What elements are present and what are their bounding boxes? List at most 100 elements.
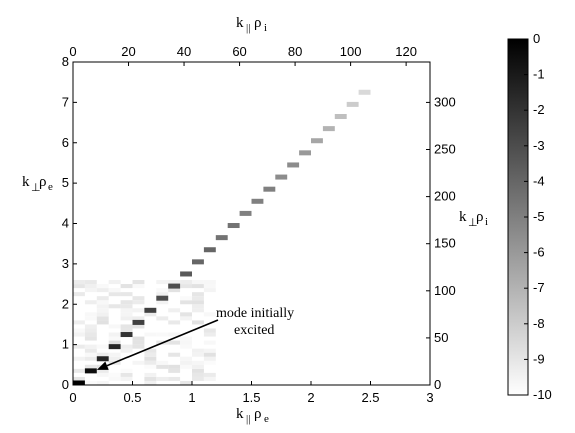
axis-ticks: 0 0.5 1 1.5 2 2.5 30 20 40 60 80 100 120012345678050… — [62, 44, 456, 405]
noise-cell — [168, 288, 181, 293]
noise-cell — [132, 324, 145, 329]
heatmap-cell — [144, 307, 157, 313]
annotation-arrowhead — [96, 361, 109, 370]
svg-text:k: k — [22, 174, 30, 190]
noise-cell — [203, 284, 216, 289]
noise-cell — [203, 328, 216, 333]
noise-cell — [192, 364, 204, 369]
noise-cell — [73, 328, 85, 333]
heatmap-cell — [334, 114, 347, 120]
noise-cell — [73, 280, 85, 285]
noise-cell — [132, 340, 145, 345]
noise-cell — [84, 312, 97, 317]
noise-cell — [132, 336, 145, 341]
heatmap-cells — [73, 89, 371, 386]
noise-cell — [192, 280, 204, 285]
y-right-label: k ⊥ ρ i — [459, 209, 488, 229]
noise-cell — [96, 288, 109, 293]
background-noise — [73, 280, 216, 385]
tick-label-bottom: 0 — [69, 390, 76, 405]
svg-text:⊥: ⊥ — [31, 182, 41, 194]
tick-label-left: 2 — [62, 296, 69, 311]
noise-cell — [73, 332, 85, 337]
noise-cell — [156, 288, 169, 293]
noise-cell — [108, 304, 121, 309]
heatmap-cell — [84, 368, 97, 374]
colorbar-tick-label: -6 — [533, 245, 545, 260]
noise-cell — [132, 316, 145, 321]
heatmap-cell — [346, 101, 359, 107]
noise-cell — [180, 296, 192, 301]
noise-cell — [84, 300, 97, 305]
noise-cell — [168, 364, 181, 369]
tick-label-left: 4 — [62, 216, 69, 231]
noise-cell — [132, 300, 145, 305]
tick-label-top: 0 — [69, 44, 76, 59]
svg-text:ρ: ρ — [476, 209, 484, 225]
noise-cell — [192, 360, 204, 365]
heatmap-cell — [156, 295, 169, 301]
tick-label-top: 20 — [121, 44, 135, 59]
noise-cell — [168, 340, 181, 345]
annotation-arrow — [106, 319, 219, 367]
noise-cell — [120, 328, 133, 333]
noise-cell — [203, 348, 216, 353]
svg-text:⊥: ⊥ — [468, 217, 478, 229]
heatmap-cell — [299, 150, 311, 156]
heatmap-cell — [263, 186, 276, 192]
noise-cell — [180, 312, 192, 317]
noise-cell — [108, 372, 121, 377]
noise-cell — [84, 332, 97, 337]
noise-cell — [192, 300, 204, 305]
noise-cell — [180, 344, 192, 349]
noise-cell — [84, 280, 97, 285]
noise-cell — [73, 292, 85, 297]
noise-cell — [84, 344, 97, 349]
noise-cell — [192, 372, 204, 377]
noise-cell — [180, 280, 192, 285]
noise-cell — [168, 320, 181, 325]
heatmap-cell — [239, 210, 252, 216]
noise-cell — [96, 284, 109, 289]
noise-cell — [96, 380, 109, 385]
noise-cell — [96, 320, 109, 325]
noise-cell — [168, 280, 181, 285]
colorbar-tick-label: -3 — [533, 138, 545, 153]
tick-label-left: 3 — [62, 256, 69, 271]
noise-cell — [73, 284, 85, 289]
svg-text:ρ: ρ — [254, 406, 262, 422]
heatmap-cell — [358, 89, 371, 95]
noise-cell — [120, 316, 133, 321]
noise-cell — [192, 348, 204, 353]
noise-cell — [96, 296, 109, 301]
noise-cell — [84, 364, 97, 369]
noise-cell — [132, 308, 145, 313]
noise-cell — [96, 308, 109, 313]
noise-cell — [156, 376, 169, 381]
svg-text:i: i — [264, 22, 267, 34]
tick-label-right: 300 — [434, 94, 456, 109]
colorbar: 0 -1 -2 -3 -4 -5 -6 -7 -8 -9 -10 — [507, 31, 552, 402]
svg-text:ρ: ρ — [254, 15, 262, 31]
noise-cell — [168, 352, 181, 357]
heatmap-cell — [251, 198, 264, 204]
tick-label-top: 120 — [395, 44, 417, 59]
noise-cell — [192, 320, 204, 325]
noise-cell — [108, 288, 121, 293]
noise-cell — [203, 288, 216, 293]
tick-label-left: 6 — [62, 135, 69, 150]
y-left-label: k ⊥ ρ e — [22, 174, 53, 194]
tick-label-top: 40 — [177, 44, 191, 59]
noise-cell — [180, 340, 192, 345]
tick-label-top: 60 — [232, 44, 246, 59]
noise-cell — [156, 300, 169, 305]
noise-cell — [168, 376, 181, 381]
noise-cell — [132, 296, 145, 301]
svg-text:k: k — [236, 406, 244, 422]
noise-cell — [180, 284, 192, 289]
colorbar-tick-label: -2 — [533, 102, 545, 117]
noise-cell — [84, 328, 97, 333]
tick-label-right: 0 — [434, 377, 441, 392]
svg-text:ρ: ρ — [39, 174, 47, 190]
svg-text:k: k — [236, 15, 244, 31]
